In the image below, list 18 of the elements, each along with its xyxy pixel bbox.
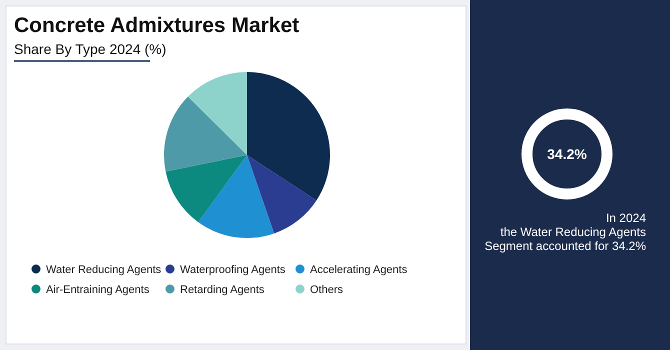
pie-slice: [166, 155, 247, 222]
legend-label: Accelerating Agents: [310, 264, 408, 276]
chart-subtitle: Share By Type 2024 (%): [14, 41, 166, 57]
chart-title: Concrete Admixtures Market: [14, 14, 300, 37]
pie-slice: [247, 72, 330, 200]
legend-label: Water Reducing Agents: [46, 264, 162, 276]
pie-slice: [164, 96, 247, 172]
pie-slice: [188, 72, 247, 155]
legend-label: Others: [310, 284, 344, 296]
text: 34.2%: [547, 146, 588, 162]
text: the Water Reducing Agents: [500, 225, 646, 239]
text: Segment accounted for 34.2%: [484, 239, 646, 253]
text: In 2024: [606, 211, 646, 225]
legend-label: Air-Entraining Agents: [46, 284, 150, 296]
pie-slice: [198, 155, 274, 238]
legend-label: Waterproofing Agents: [180, 264, 286, 276]
pie-slice: [247, 155, 317, 234]
legend-label: Retarding Agents: [180, 284, 265, 296]
